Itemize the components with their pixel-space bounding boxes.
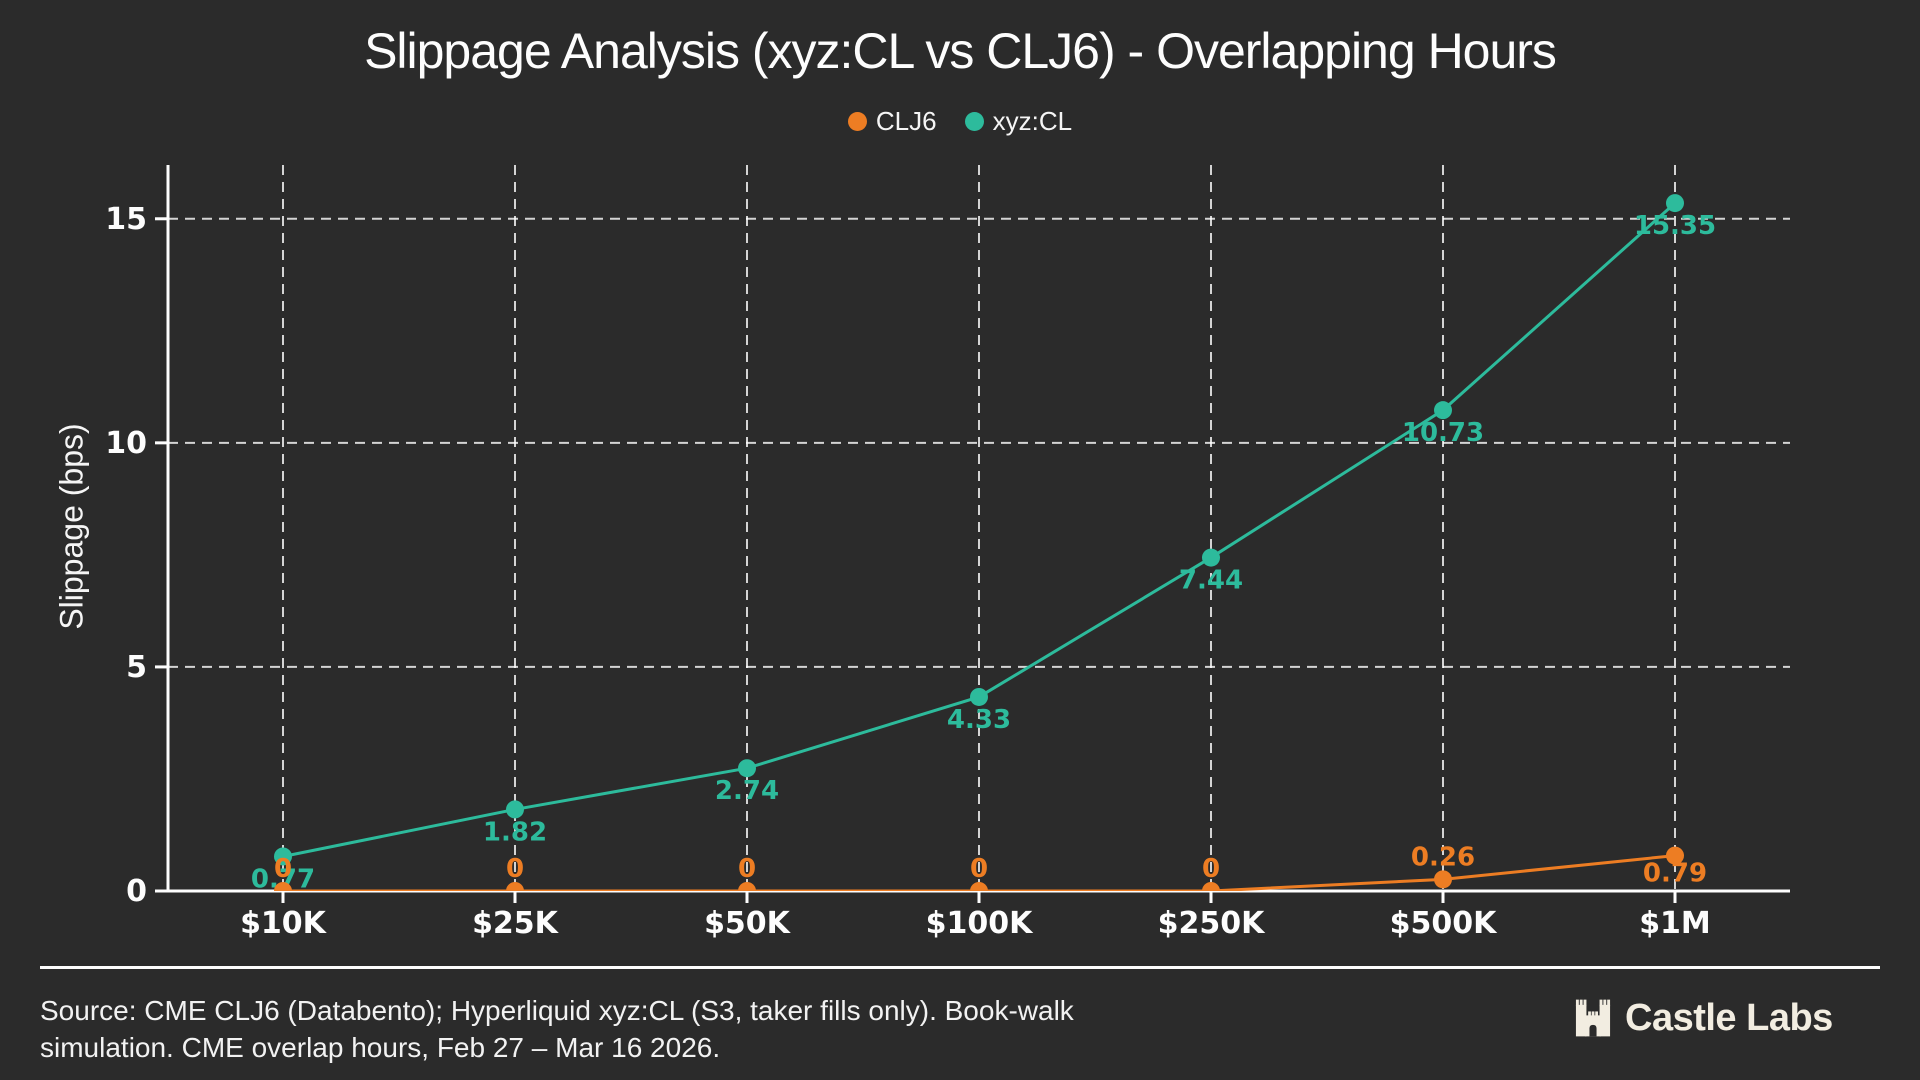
data-point-CLJ6 (1202, 882, 1220, 891)
data-label-xyz:CL: 15.35 (1634, 211, 1716, 241)
data-label-CLJ6: 0.79 (1643, 859, 1707, 889)
y-axis-title: Slippage (bps) (53, 423, 90, 630)
data-label-CLJ6: 0 (274, 854, 292, 884)
legend-label: xyz:CL (992, 106, 1073, 136)
brand-name: Castle Labs (1625, 996, 1833, 1039)
y-tick-label: 5 (126, 650, 147, 685)
data-point-CLJ6 (274, 882, 292, 891)
source-line-1: Source: CME CLJ6 (Databento); Hyperliqui… (40, 995, 1074, 1026)
legend-item-xyz:CL: xyz:CL (964, 106, 1073, 137)
data-point-xyz:CL (274, 847, 292, 866)
data-point-xyz:CL (1202, 548, 1220, 567)
x-tick-label: $50K (704, 906, 792, 941)
legend-dot-xyz:CL (964, 112, 984, 131)
data-label-CLJ6: 0 (738, 854, 756, 884)
data-label-CLJ6: 0.26 (1411, 842, 1475, 872)
data-label-xyz:CL: 1.82 (483, 817, 547, 847)
x-tick-label: $500K (1390, 906, 1498, 941)
data-point-xyz:CL (1434, 401, 1452, 420)
data-label-CLJ6: 0 (970, 854, 988, 884)
data-point-CLJ6 (1434, 870, 1452, 889)
legend-dot-CLJ6 (847, 112, 867, 131)
data-point-CLJ6 (738, 882, 756, 891)
series-CLJ6 (274, 846, 1684, 891)
x-tick-label: $10K (240, 906, 328, 941)
data-point-xyz:CL (506, 800, 524, 819)
data-label-xyz:CL: 2.74 (715, 776, 779, 806)
y-tick-label: 0 (126, 874, 147, 909)
legend-label: CLJ6 (875, 106, 937, 136)
data-label-xyz:CL: 7.44 (1179, 566, 1243, 596)
x-tick-label: $100K (926, 906, 1034, 941)
legend-item-CLJ6: CLJ6 (847, 106, 937, 137)
castle-icon (1575, 999, 1611, 1037)
data-point-CLJ6 (506, 882, 524, 891)
y-tick-label: 15 (105, 202, 147, 237)
footer-divider (40, 966, 1880, 969)
y-tick-label: 10 (105, 426, 147, 461)
data-label-xyz:CL: 4.33 (947, 705, 1011, 735)
brand-logo: Castle Labs (1572, 996, 1833, 1040)
x-tick-label: $25K (472, 906, 560, 941)
data-label-CLJ6: 0 (506, 854, 524, 884)
data-point-xyz:CL (970, 687, 988, 706)
data-label-CLJ6: 0 (1202, 854, 1220, 884)
series-xyz:CL (274, 194, 1684, 866)
source-line-2: simulation. CME overlap hours, Feb 27 – … (40, 1032, 721, 1063)
data-point-xyz:CL (738, 759, 756, 778)
legend: CLJ6 xyz:CL (0, 106, 1920, 137)
data-point-xyz:CL (1666, 194, 1684, 213)
source-note: Source: CME CLJ6 (Databento); Hyperliqui… (40, 992, 1074, 1066)
chart-title: Slippage Analysis (xyz:CL vs CLJ6) - Ove… (364, 23, 1557, 79)
x-tick-label: $250K (1158, 906, 1266, 941)
x-tick-label: $1M (1639, 906, 1711, 941)
data-point-CLJ6 (1666, 846, 1684, 865)
data-label-xyz:CL: 10.73 (1402, 418, 1484, 448)
data-point-CLJ6 (970, 882, 988, 891)
